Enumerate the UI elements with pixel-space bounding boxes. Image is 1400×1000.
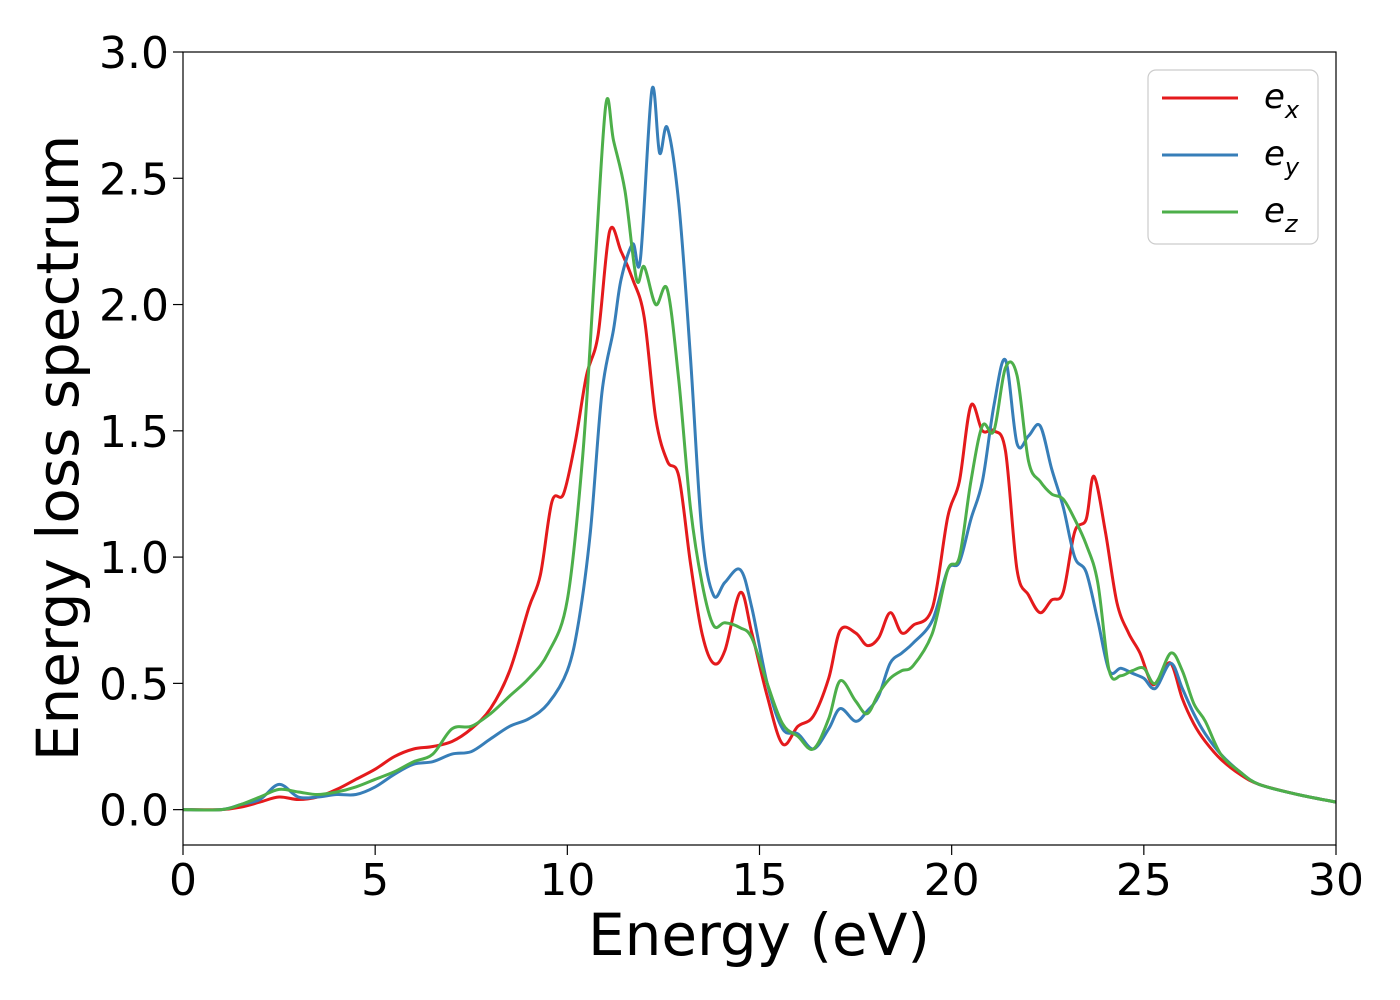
legend-label-z: ez xyxy=(1264,191,1299,238)
x-tick-label: 25 xyxy=(1116,855,1172,906)
legend-label-subscript: z xyxy=(1284,210,1299,238)
x-axis-ticks: 0 5 10 15 20 25 30 xyxy=(169,845,1364,906)
y-tick-label: 0.5 xyxy=(99,659,169,710)
legend-label-base: e xyxy=(1264,191,1285,231)
legend-label-x: ex xyxy=(1264,77,1300,124)
y-tick-label: 2.0 xyxy=(99,281,169,332)
legend-label-base: e xyxy=(1264,134,1285,174)
y-tick-label: 0.0 xyxy=(99,786,169,837)
series-line-z xyxy=(183,96,1336,812)
legend-label-base: e xyxy=(1264,77,1285,117)
x-tick-label: 0 xyxy=(169,855,197,906)
series-layer xyxy=(183,85,1336,812)
x-tick-label: 10 xyxy=(539,855,595,906)
y-axis-title: Energy loss spectrum xyxy=(24,135,92,761)
plot-area xyxy=(183,52,1336,845)
y-axis-ticks: 0.0 0.5 1.0 1.5 2.0 2.5 3.0 xyxy=(99,28,183,837)
y-tick-label: 1.5 xyxy=(99,407,169,458)
y-tick-label: 2.5 xyxy=(99,154,169,205)
legend-box xyxy=(1147,69,1319,245)
x-tick-label: 20 xyxy=(924,855,980,906)
y-tick-label: 3.0 xyxy=(99,28,169,79)
legend-label-subscript: y xyxy=(1284,153,1300,181)
x-tick-label: 5 xyxy=(361,855,389,906)
x-tick-label: 15 xyxy=(732,855,788,906)
y-tick-label: 1.0 xyxy=(99,533,169,584)
legend-label-y: ey xyxy=(1264,134,1300,181)
legend-label-subscript: x xyxy=(1284,96,1300,124)
x-tick-label: 30 xyxy=(1308,855,1364,906)
x-axis-title: Energy (eV) xyxy=(588,901,930,969)
